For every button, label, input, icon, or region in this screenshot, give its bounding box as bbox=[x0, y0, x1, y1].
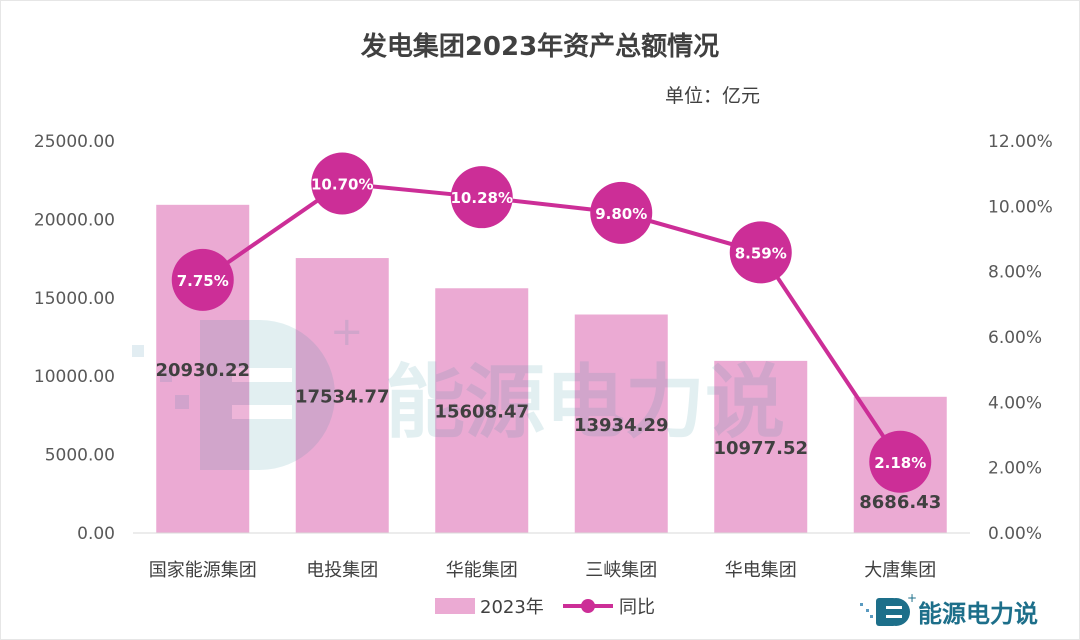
legend: 2023年 同比 bbox=[435, 597, 655, 618]
bar bbox=[574, 314, 668, 533]
bar-value-label: 13934.29 bbox=[574, 415, 669, 436]
left-tick-label: 15000.00 bbox=[34, 289, 115, 309]
bar bbox=[435, 288, 529, 533]
unit-label: 单位：亿元 bbox=[665, 85, 760, 107]
legend-bar-label: 2023年 bbox=[480, 597, 544, 618]
category-label: 大唐集团 bbox=[864, 560, 936, 581]
axes: 0.00 5000.00 10000.00 15000.00 20000.00 25000… bbox=[34, 132, 1053, 581]
line-point bbox=[450, 166, 513, 229]
right-tick-label: 4.00% bbox=[988, 393, 1042, 413]
line-point bbox=[869, 430, 932, 493]
bar-value-label: 17534.77 bbox=[295, 387, 390, 408]
right-tick-label: 6.00% bbox=[988, 328, 1042, 348]
right-tick-label: 12.00% bbox=[988, 132, 1053, 152]
logo-icon: + bbox=[860, 591, 917, 626]
left-tick-label: 10000.00 bbox=[34, 367, 115, 387]
watermark-text: 能源电力说 bbox=[385, 356, 785, 449]
category-label: 三峡集团 bbox=[585, 560, 657, 581]
brand-logo: + 能源电力说 bbox=[860, 591, 1038, 628]
right-tick-label: 0.00% bbox=[988, 524, 1042, 544]
legend-line-label: 同比 bbox=[619, 597, 655, 618]
legend-bar-swatch bbox=[435, 598, 475, 614]
logo-text: 能源电力说 bbox=[918, 600, 1038, 628]
line-point bbox=[171, 248, 234, 311]
svg-text:+: + bbox=[330, 309, 364, 355]
line-series: 20930.22 17534.77 15608.47 13934.29 10977.52… bbox=[155, 152, 941, 513]
line-point-label: 10.28% bbox=[451, 189, 513, 207]
right-tick-label: 2.00% bbox=[988, 459, 1042, 479]
bar bbox=[295, 258, 389, 533]
left-tick-label: 5000.00 bbox=[45, 446, 115, 466]
watermark-logo-icon: + bbox=[132, 309, 364, 470]
category-label: 电投集团 bbox=[306, 560, 378, 581]
bar-value-label: 20930.22 bbox=[155, 360, 250, 381]
line-point-label: 10.70% bbox=[311, 175, 373, 193]
chart-title: 发电集团2023年资产总额情况 bbox=[360, 31, 719, 62]
line-point-label: 9.80% bbox=[595, 205, 647, 223]
line-point-label: 7.75% bbox=[177, 272, 229, 290]
category-label: 华能集团 bbox=[446, 560, 518, 581]
category-label: 华电集团 bbox=[725, 560, 797, 581]
bar bbox=[714, 360, 808, 533]
right-tick-label: 8.00% bbox=[988, 263, 1042, 283]
watermark: + 能源电力说 bbox=[132, 309, 785, 470]
left-tick-label: 0.00 bbox=[77, 524, 115, 544]
line-point-label: 8.59% bbox=[735, 244, 787, 262]
svg-text:+: + bbox=[907, 591, 917, 605]
left-tick-label: 20000.00 bbox=[34, 210, 115, 230]
line-point bbox=[729, 221, 792, 284]
line-point bbox=[590, 181, 653, 244]
category-label: 国家能源集团 bbox=[149, 560, 257, 581]
legend-line-marker bbox=[581, 599, 595, 613]
bar-value-label: 8686.43 bbox=[859, 492, 941, 513]
bar-value-label: 10977.52 bbox=[713, 438, 808, 459]
line-point bbox=[311, 152, 374, 215]
right-tick-label: 10.00% bbox=[988, 197, 1053, 217]
line-point-label: 2.18% bbox=[874, 454, 926, 472]
bar-value-label: 15608.47 bbox=[434, 402, 529, 423]
left-tick-label: 25000.00 bbox=[34, 132, 115, 152]
